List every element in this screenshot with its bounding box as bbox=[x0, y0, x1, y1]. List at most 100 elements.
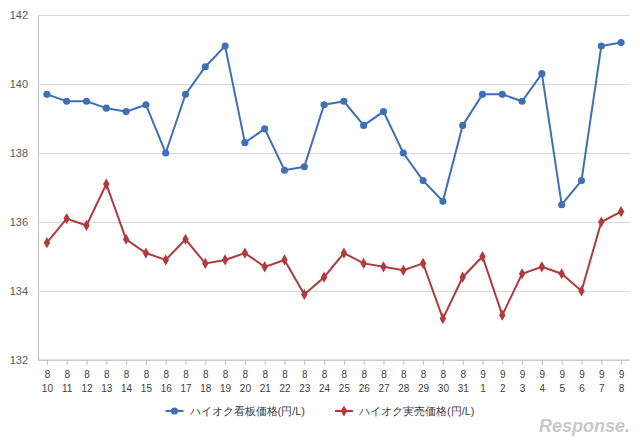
x-tick-mark bbox=[166, 360, 167, 365]
x-tick-label-line: 8 bbox=[64, 369, 70, 380]
marker bbox=[123, 108, 130, 115]
x-tick: 827 bbox=[378, 360, 390, 394]
x-tick: 813 bbox=[101, 360, 113, 394]
x-tick-mark bbox=[364, 360, 365, 365]
marker bbox=[182, 91, 189, 98]
x-tick-label: 92 bbox=[500, 369, 506, 394]
x-tick-label: 825 bbox=[339, 369, 351, 394]
x-tick-label: 95 bbox=[559, 369, 565, 394]
x-tick-label-line: 8 bbox=[45, 369, 51, 380]
x-tick-label: 98 bbox=[619, 369, 625, 394]
x-tick-label: 97 bbox=[599, 369, 605, 394]
x-tick-label-line: 9 bbox=[520, 369, 526, 380]
marker bbox=[222, 254, 228, 265]
x-tick-label: 826 bbox=[359, 369, 371, 394]
x-tick-label: 817 bbox=[180, 369, 192, 394]
marker bbox=[83, 220, 89, 231]
x-tick-label-line: 1 bbox=[480, 383, 486, 394]
marker bbox=[479, 91, 486, 98]
x-tick-mark bbox=[285, 360, 286, 365]
x-tick-label-line: 17 bbox=[180, 383, 192, 394]
x-tick: 815 bbox=[141, 360, 153, 394]
x-tick-mark bbox=[324, 360, 325, 365]
x-tick-label-line: 8 bbox=[282, 369, 288, 380]
x-tick-label: 818 bbox=[200, 369, 212, 394]
marker bbox=[499, 310, 505, 321]
marker bbox=[420, 258, 426, 269]
x-tick-label: 811 bbox=[62, 369, 73, 394]
marker bbox=[162, 254, 168, 265]
x-tick-mark bbox=[225, 360, 226, 365]
x-tick-label-line: 8 bbox=[619, 383, 625, 394]
x-tick-mark bbox=[126, 360, 127, 365]
marker bbox=[618, 39, 625, 46]
x-tick: 829 bbox=[418, 360, 430, 394]
x-tick-mark bbox=[67, 360, 68, 365]
marker bbox=[538, 70, 545, 77]
marker bbox=[43, 91, 50, 98]
x-tick: 821 bbox=[260, 360, 272, 394]
x-tick: 820 bbox=[240, 360, 252, 394]
y-tick: 132 bbox=[10, 354, 630, 366]
plot-area bbox=[43, 39, 624, 324]
x-tick-mark bbox=[463, 360, 464, 365]
y-axis-line bbox=[38, 16, 39, 361]
marker bbox=[44, 237, 50, 248]
x-tick-mark bbox=[482, 360, 483, 365]
marker bbox=[142, 101, 149, 108]
x-tick: 814 bbox=[121, 360, 133, 394]
x-tick-label-line: 14 bbox=[121, 383, 133, 394]
marker bbox=[380, 108, 387, 115]
marker bbox=[459, 272, 465, 283]
x-axis: 8108118128138148158168178188198208218228… bbox=[38, 360, 630, 394]
x-tick: 811 bbox=[62, 360, 73, 394]
marker bbox=[321, 101, 328, 108]
x-tick: 825 bbox=[339, 360, 351, 394]
marker bbox=[558, 268, 564, 279]
marker bbox=[83, 98, 90, 105]
x-tick-mark bbox=[245, 360, 246, 365]
series-line bbox=[47, 43, 621, 205]
x-tick-label-line: 9 bbox=[480, 369, 486, 380]
x-tick-label: 816 bbox=[161, 369, 173, 394]
x-tick-mark bbox=[106, 360, 107, 365]
y-tick: 134 bbox=[10, 285, 630, 297]
grid-line bbox=[38, 291, 630, 292]
grid-line bbox=[38, 15, 630, 16]
x-tick-label-line: 13 bbox=[101, 383, 113, 394]
x-tick: 818 bbox=[200, 360, 212, 394]
x-tick: 91 bbox=[480, 360, 486, 394]
x-tick: 822 bbox=[279, 360, 291, 394]
x-tick: 812 bbox=[81, 360, 93, 394]
marker bbox=[618, 206, 624, 217]
x-tick-label-line: 8 bbox=[361, 369, 367, 380]
marker bbox=[222, 42, 229, 49]
x-tick-label-line: 8 bbox=[144, 369, 150, 380]
marker bbox=[281, 254, 287, 265]
marker bbox=[103, 178, 109, 189]
x-tick-mark bbox=[304, 360, 305, 365]
legend-marker bbox=[341, 405, 347, 416]
x-tick-label-line: 9 bbox=[559, 369, 565, 380]
y-tick-label: 142 bbox=[10, 9, 28, 21]
x-tick: 92 bbox=[500, 360, 506, 394]
y-tick-label: 132 bbox=[10, 354, 28, 366]
marker bbox=[400, 149, 407, 156]
x-tick-label-line: 21 bbox=[260, 383, 272, 394]
x-tick-mark bbox=[265, 360, 266, 365]
x-tick-label-line: 22 bbox=[279, 383, 291, 394]
x-tick-label-line: 18 bbox=[200, 383, 212, 394]
y-tick-label: 134 bbox=[10, 285, 28, 297]
y-tick-label: 136 bbox=[10, 216, 28, 228]
x-tick-label-line: 8 bbox=[163, 369, 169, 380]
legend-label: ハイオク実売価格(円/L) bbox=[358, 405, 475, 417]
x-tick-label-line: 8 bbox=[124, 369, 130, 380]
x-tick-label: 824 bbox=[319, 369, 331, 394]
x-tick-mark bbox=[562, 360, 563, 365]
y-tick-label: 140 bbox=[10, 78, 28, 90]
grid-line bbox=[38, 84, 630, 85]
x-tick-label: 828 bbox=[398, 369, 410, 394]
x-tick: 810 bbox=[42, 360, 54, 394]
x-tick-label: 91 bbox=[480, 369, 486, 394]
x-tick-mark bbox=[542, 360, 543, 365]
